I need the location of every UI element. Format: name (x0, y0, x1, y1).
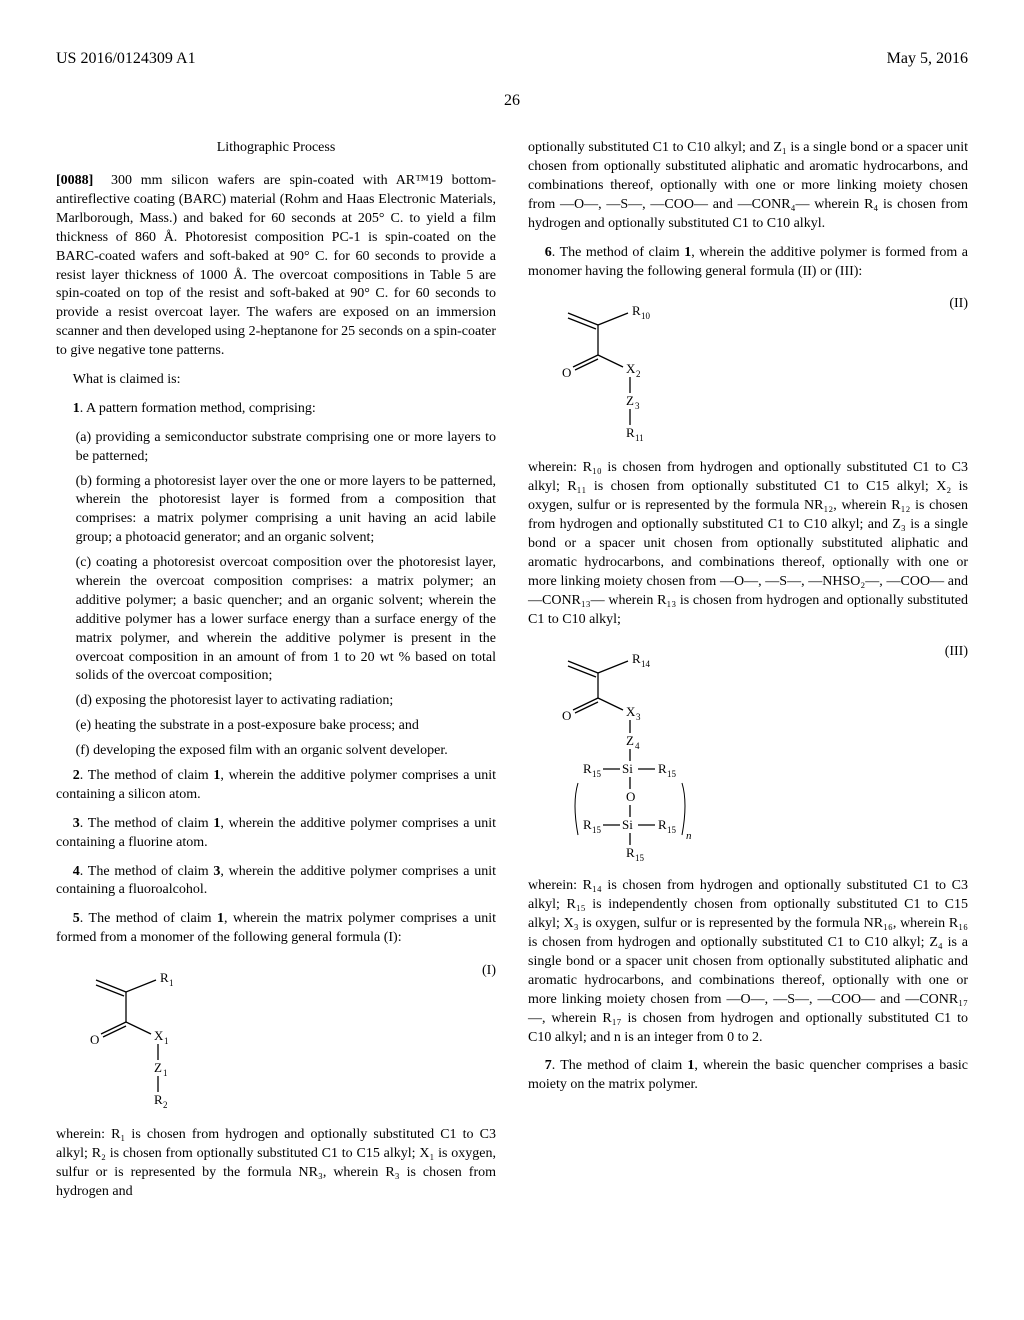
svg-text:1: 1 (164, 1036, 169, 1046)
claim-1c: (c) coating a photoresist overcoat compo… (56, 554, 496, 686)
section-title: Lithographic Process (56, 139, 496, 158)
claim-1b: (b) forming a photoresist layer over the… (56, 473, 496, 549)
svg-text:R: R (160, 970, 169, 985)
svg-text:R: R (658, 761, 667, 776)
para-label: [0088] (56, 173, 93, 188)
svg-text:R: R (632, 651, 641, 666)
chem-structure-III: R14 O X3 Z4 R15 Si R15 O R15 Si (548, 643, 718, 863)
svg-text:R: R (658, 817, 667, 832)
publication-number: US 2016/0124309 A1 (56, 48, 196, 70)
claim-1f: (f) developing the exposed film with an … (56, 742, 496, 761)
svg-text:15: 15 (635, 853, 645, 863)
para-text: 300 mm silicon wafers are spin-coated wi… (56, 173, 496, 358)
svg-text:R: R (626, 425, 635, 440)
svg-text:10: 10 (641, 311, 651, 321)
left-column: Lithographic Process [0088] 300 mm silic… (56, 139, 496, 1212)
svg-text:14: 14 (641, 659, 651, 669)
claim-7: 7. The method of claim 1, wherein the ba… (528, 1057, 968, 1095)
wherein-I: wherein: R₁ is chosen from hydrogen and … (56, 1126, 496, 1202)
chem-structure-I: R1 O X1 Z1 R2 (76, 962, 216, 1112)
svg-text:3: 3 (635, 401, 640, 411)
claim-1a: (a) providing a semiconductor substrate … (56, 429, 496, 467)
claim-1e: (e) heating the substrate in a post-expo… (56, 717, 496, 736)
svg-text:n: n (686, 830, 692, 842)
what-is-claimed: What is claimed is: (56, 371, 496, 390)
claim-4: 4. The method of claim 3, wherein the ad… (56, 863, 496, 901)
svg-text:Si: Si (622, 817, 633, 832)
claim-1d: (d) exposing the photoresist layer to ac… (56, 692, 496, 711)
svg-text:O: O (562, 365, 571, 380)
claim-5: 5. The method of claim 1, wherein the ma… (56, 910, 496, 948)
svg-text:1: 1 (163, 1068, 168, 1078)
claim-3: 3. The method of claim 1, wherein the ad… (56, 815, 496, 853)
svg-text:15: 15 (592, 825, 602, 835)
svg-text:R: R (583, 817, 592, 832)
claim-6: 6. The method of claim 1, wherein the ad… (528, 244, 968, 282)
svg-text:O: O (90, 1032, 99, 1047)
svg-text:15: 15 (667, 825, 677, 835)
svg-text:1: 1 (169, 978, 174, 988)
svg-text:15: 15 (667, 769, 677, 779)
svg-text:O: O (562, 708, 571, 723)
cont-para: optionally substituted C1 to C10 alkyl; … (528, 139, 968, 233)
formula-I: (I) R1 O X1 Z1 R2 (56, 962, 496, 1112)
paragraph-0088: [0088] 300 mm silicon wafers are spin-co… (56, 172, 496, 361)
svg-text:O: O (626, 789, 635, 804)
svg-text:15: 15 (592, 769, 602, 779)
svg-text:R: R (154, 1092, 163, 1107)
svg-text:X: X (626, 704, 636, 719)
claim-1-intro: 1. A pattern formation method, comprisin… (56, 400, 496, 419)
svg-text:R: R (626, 845, 635, 860)
svg-text:X: X (626, 361, 636, 376)
formula-III: (III) R14 O X3 Z4 R15 (528, 643, 968, 863)
formula-label: (I) (482, 962, 496, 981)
svg-text:Z: Z (626, 393, 634, 408)
chem-structure-II: R10 O X2 Z3 R11 (548, 295, 688, 445)
svg-text:Z: Z (154, 1060, 162, 1075)
wherein-II: wherein: R₁₀ is chosen from hydrogen and… (528, 459, 968, 629)
formula-label: (II) (949, 295, 968, 314)
svg-text:Z: Z (626, 733, 634, 748)
svg-text:R: R (632, 303, 641, 318)
svg-text:X: X (154, 1028, 164, 1043)
svg-text:Si: Si (622, 761, 633, 776)
formula-label: (III) (945, 643, 968, 662)
svg-text:11: 11 (635, 433, 644, 443)
svg-text:2: 2 (163, 1100, 168, 1110)
formula-II: (II) R10 O X2 Z3 R11 (528, 295, 968, 445)
svg-text:4: 4 (635, 741, 640, 751)
svg-text:R: R (583, 761, 592, 776)
svg-text:3: 3 (636, 712, 641, 722)
wherein-III: wherein: R₁₄ is chosen from hydrogen and… (528, 877, 968, 1047)
publication-date: May 5, 2016 (887, 48, 968, 70)
page-number: 26 (56, 90, 968, 112)
svg-text:2: 2 (636, 369, 641, 379)
right-column: optionally substituted C1 to C10 alkyl; … (528, 139, 968, 1212)
claim-2: 2. The method of claim 1, wherein the ad… (56, 767, 496, 805)
